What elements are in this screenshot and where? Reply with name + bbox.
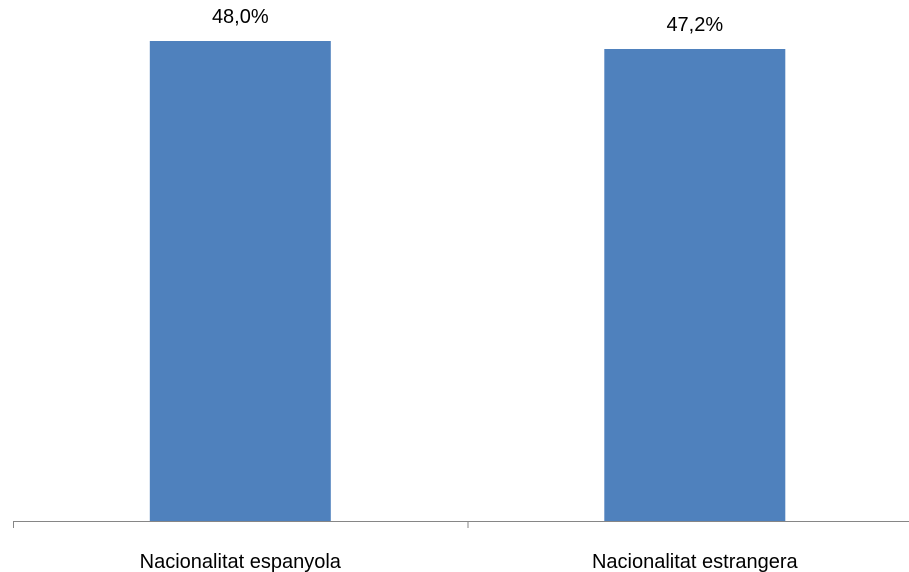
data-label-1: 48,0% (212, 6, 269, 28)
bar-2 (604, 49, 786, 521)
bar-1 (149, 41, 331, 521)
x-tick-label-2: Nacionalitat estrangera (592, 551, 799, 572)
data-label-2: 47,2% (666, 14, 723, 36)
x-tick-label-1: Nacionalitat espanyola (140, 551, 342, 572)
